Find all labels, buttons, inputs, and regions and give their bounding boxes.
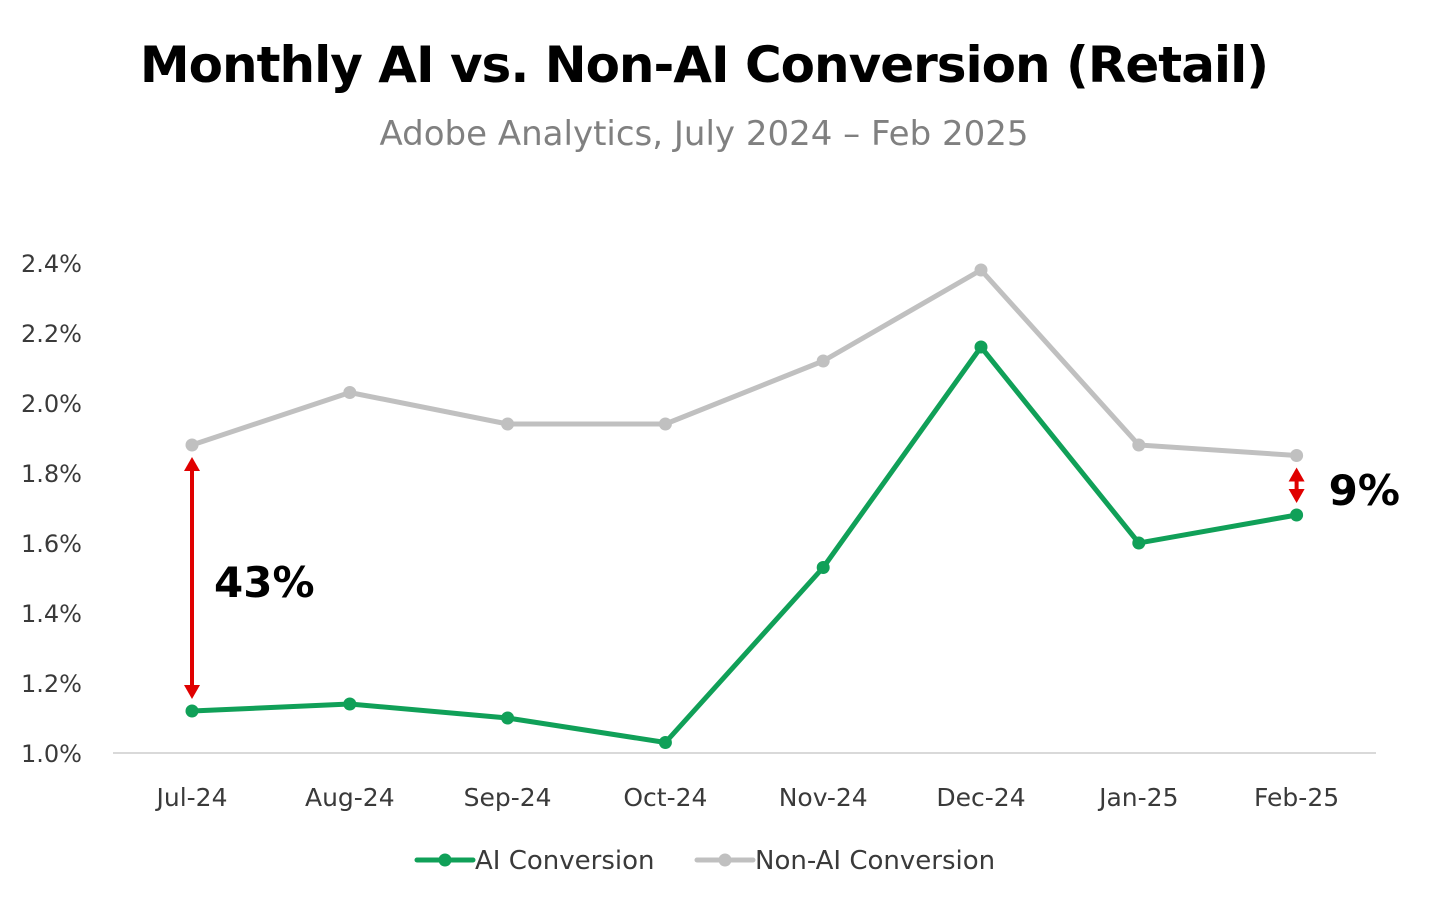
annotation-arrow-head-up: [184, 457, 200, 471]
x-tick-label: Jan-25: [1097, 783, 1178, 812]
y-axis: 1.0% 1.2% 1.4% 1.6% 1.8% 2.0% 2.2% 2.4%: [21, 250, 82, 768]
ai-conversion-point: [1290, 508, 1304, 522]
x-tick-label: Dec-24: [936, 783, 1025, 812]
ai-conversion-point: [974, 340, 988, 354]
y-tick-label: 1.2%: [21, 670, 82, 698]
ai-conversion-point: [658, 736, 672, 749]
non-ai-conversion-line: [189, 267, 1300, 458]
y-tick-label: 1.8%: [21, 460, 82, 488]
annotation-arrow-head-up: [1288, 467, 1305, 482]
ai-conversion-point: [343, 697, 357, 711]
non-ai-conversion-point: [1290, 449, 1304, 462]
annotation-label: 43%: [214, 558, 315, 607]
annotation-arrow-head-down: [1288, 489, 1305, 503]
plot-area: [185, 263, 1304, 749]
ai-conversion-legend-label: AI Conversion: [475, 846, 655, 876]
non-ai-conversion-legend-label: Non-AI Conversion: [755, 846, 995, 876]
non-ai-conversion-point: [185, 438, 199, 452]
x-tick-label: Aug-24: [305, 783, 395, 812]
chart-title: Monthly AI vs. Non-AI Conversion (Retail…: [140, 36, 1268, 94]
ai-conversion-point: [501, 711, 515, 725]
chart-subtitle: Adobe Analytics, July 2024 – Feb 2025: [380, 114, 1029, 154]
x-tick-label: Nov-24: [779, 783, 868, 812]
annotation-arrow-head-down: [184, 685, 200, 699]
annotations: 43% 9%: [184, 457, 1400, 699]
x-tick-label: Jul-24: [155, 783, 228, 812]
ai-conversion-line: [189, 344, 1300, 745]
y-tick-label: 1.4%: [21, 600, 82, 628]
ai-conversion-legend-marker: [438, 853, 452, 867]
y-tick-label: 1.0%: [21, 740, 82, 768]
non-ai-conversion-legend-marker: [718, 853, 732, 867]
non-ai-conversion-point: [658, 417, 672, 431]
y-tick-label: 2.4%: [21, 250, 82, 278]
y-tick-label: 1.6%: [21, 530, 82, 558]
non-ai-conversion-point: [343, 386, 357, 399]
ai-conversion-point: [185, 704, 199, 718]
y-tick-label: 2.2%: [21, 320, 82, 348]
non-ai-conversion-point: [1132, 438, 1146, 452]
non-ai-conversion-point: [816, 354, 830, 368]
annotation-label: 9%: [1329, 466, 1400, 515]
non-ai-conversion-point: [974, 263, 988, 277]
x-tick-label: Oct-24: [623, 783, 707, 812]
x-tick-label: Feb-25: [1254, 783, 1339, 812]
x-axis: Jul-24 Aug-24 Sep-24 Oct-24 Nov-24 Dec-24 Jan-…: [155, 783, 1340, 812]
non-ai-conversion-point: [501, 417, 515, 431]
x-tick-label: Sep-24: [464, 783, 552, 812]
y-tick-label: 2.0%: [21, 390, 82, 418]
ai-conversion-point: [1132, 536, 1146, 550]
ai-conversion-point: [816, 561, 830, 574]
legend: AI Conversion Non-AI Conversion: [414, 846, 995, 876]
